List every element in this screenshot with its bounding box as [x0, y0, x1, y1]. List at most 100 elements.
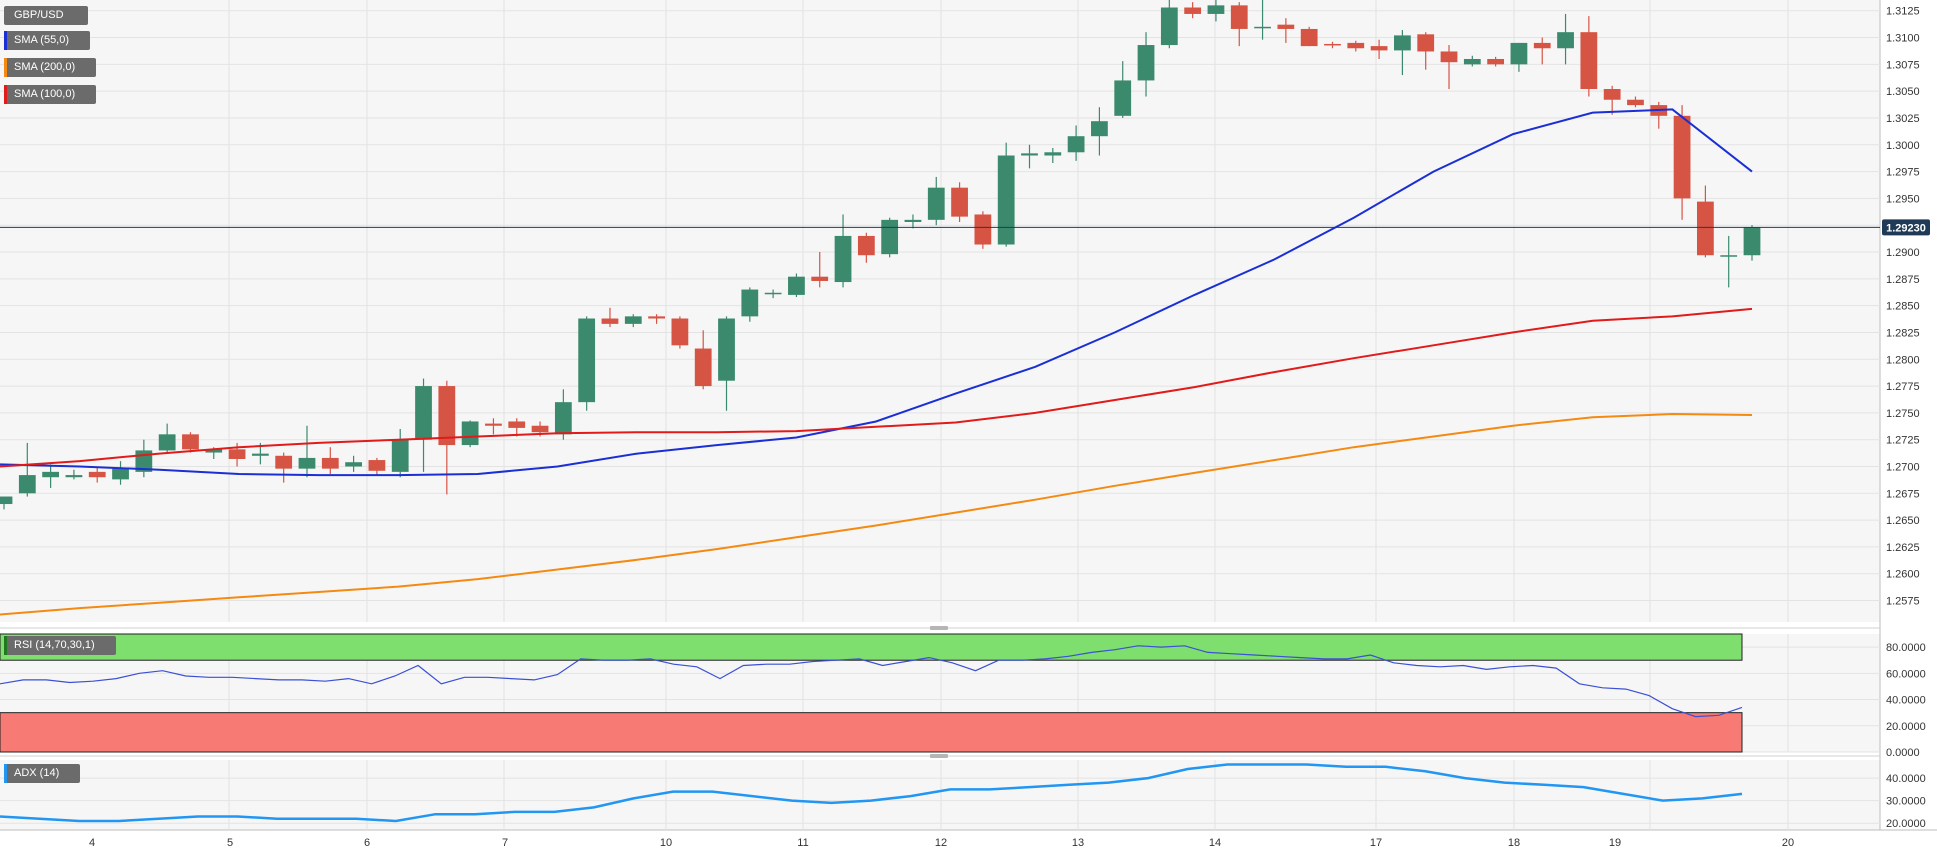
adx-tick-label: 20.0000 [1886, 818, 1926, 830]
candle-body [694, 348, 712, 387]
rsi-tick-label: 20.0000 [1886, 721, 1926, 733]
adx-tick-label: 30.0000 [1886, 796, 1926, 808]
legend-sma55[interactable]: SMA (55,0) [4, 31, 90, 50]
legend-symbol-label: GBP/USD [14, 9, 64, 21]
legend-sma200-label: SMA (200,0) [14, 61, 76, 73]
candle-body [1673, 115, 1691, 199]
candle-body [65, 475, 83, 478]
x-tick-label: 4 [89, 837, 95, 849]
rsi-tick-label: 40.0000 [1886, 695, 1926, 707]
candle-body [438, 386, 456, 446]
candle-body [531, 425, 549, 433]
rsi-overbought-zone [0, 633, 1743, 661]
candle-body [1743, 227, 1761, 256]
price-tick-label: 1.3100 [1886, 33, 1920, 45]
candle-body [1207, 5, 1225, 14]
candle-body [788, 276, 805, 295]
candle-body [1300, 28, 1318, 47]
candle-body [1347, 42, 1365, 49]
price-tick-label: 1.2725 [1886, 435, 1920, 447]
legend-sma100[interactable]: SMA (100,0) [4, 85, 96, 104]
price-tick-label: 1.2800 [1886, 354, 1920, 366]
price-tick-label: 1.3125 [1886, 6, 1920, 18]
candle-body [1603, 89, 1621, 100]
candle-body [1440, 51, 1458, 63]
candle-body [18, 475, 36, 494]
price-tick-label: 1.2850 [1886, 301, 1920, 313]
candle-body [42, 471, 60, 478]
legend-symbol[interactable]: GBP/USD [4, 6, 88, 25]
candle-body [1510, 42, 1528, 65]
candle-body [624, 316, 642, 324]
candle-body [1230, 5, 1248, 29]
legend-rsi[interactable]: RSI (14,70,30,1) [4, 636, 116, 655]
candle-body [904, 219, 922, 222]
candle-body [182, 434, 199, 450]
x-tick-label: 13 [1072, 837, 1084, 849]
price-tick-label: 1.2650 [1886, 515, 1920, 527]
sma200-swatch [4, 58, 7, 77]
candle-body [974, 214, 992, 245]
candle-body [1137, 45, 1155, 81]
x-tick-label: 7 [502, 837, 508, 849]
price-tick-label: 1.3075 [1886, 59, 1920, 71]
x-tick-label: 19 [1609, 837, 1621, 849]
rsi-tick-label: 80.0000 [1886, 642, 1926, 654]
pane-divider-rsi-handle [930, 626, 948, 630]
candle-body [764, 292, 782, 295]
x-tick-label: 12 [935, 837, 947, 849]
candle-body [485, 423, 502, 426]
candle-body [1463, 58, 1481, 65]
x-tick-label: 20 [1782, 837, 1794, 849]
candle-body [0, 496, 13, 505]
price-tick-label: 1.2975 [1886, 167, 1920, 179]
candle-body [834, 235, 852, 283]
rsi-line [0, 645, 1743, 718]
price-tick-label: 1.3000 [1886, 140, 1920, 152]
candle-body [1487, 58, 1505, 65]
candle-body [1277, 24, 1295, 29]
candle-body [158, 434, 176, 451]
x-tick-label: 6 [364, 837, 370, 849]
candle-body [345, 462, 362, 467]
legend-adx[interactable]: ADX (14) [4, 764, 80, 783]
legend-adx-label: ADX (14) [14, 767, 60, 779]
candle-body [1370, 46, 1388, 51]
candle-body [1627, 99, 1644, 106]
sma100-swatch [4, 85, 7, 104]
candle-body [275, 455, 293, 469]
candle-body [1557, 32, 1574, 49]
candle-body [927, 187, 945, 220]
price-tick-label: 1.2825 [1886, 327, 1920, 339]
legend-sma200[interactable]: SMA (200,0) [4, 58, 96, 77]
price-tick-label: 1.2775 [1886, 381, 1920, 393]
candle-body [1254, 26, 1271, 29]
candle-body [1417, 34, 1435, 52]
candle-body [1184, 7, 1202, 14]
candle-body [298, 457, 316, 469]
price-tick-label: 1.2700 [1886, 462, 1920, 474]
rsi-swatch [4, 636, 7, 655]
current-price-label: 1.29230 [1886, 222, 1926, 234]
candle-body [857, 235, 875, 256]
current-price-tag [1882, 219, 1930, 236]
rsi-oversold-zone [0, 712, 1743, 753]
candle-body [1067, 136, 1085, 153]
price-pane-bg [0, 0, 1880, 622]
candle-body [1160, 7, 1178, 46]
price-tick-label: 1.2750 [1886, 408, 1920, 420]
candle-body [251, 453, 269, 456]
price-tick-label: 1.2900 [1886, 247, 1920, 259]
candle-body [1720, 255, 1738, 257]
candle-body [205, 449, 223, 453]
legend-rsi-label: RSI (14,70,30,1) [14, 639, 95, 651]
x-tick-label: 10 [660, 837, 672, 849]
x-tick-label: 11 [797, 837, 808, 849]
x-tick-label: 17 [1370, 837, 1382, 849]
legend-sma100-label: SMA (100,0) [14, 88, 76, 100]
candle-body [228, 449, 246, 459]
x-tick-label: 18 [1508, 837, 1520, 849]
candle-body [321, 457, 339, 469]
